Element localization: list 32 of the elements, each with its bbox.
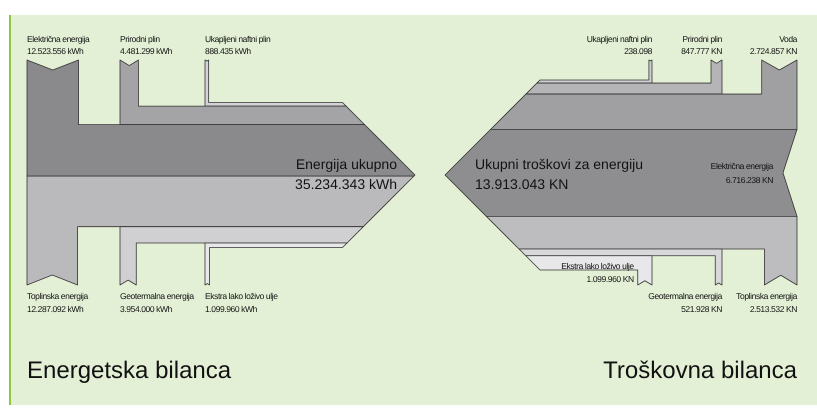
data-label: 1.099.960 kWh bbox=[205, 304, 258, 314]
data-label: 238.098 bbox=[624, 46, 653, 56]
data-label: 847.777 KN bbox=[681, 46, 722, 56]
category-label: Geotermalna energija bbox=[648, 291, 723, 301]
category-label: Električna energija bbox=[710, 160, 774, 171]
category-label: Voda bbox=[779, 34, 798, 44]
text: Ukupni troškovi za energiju bbox=[475, 156, 644, 172]
category-label: Prirodni plin bbox=[682, 34, 723, 44]
text: 13.913.043 KN bbox=[475, 176, 568, 192]
text: Energija ukupno bbox=[296, 156, 398, 172]
data-label: 4.481.299 kWh bbox=[120, 46, 173, 56]
category-label: Ukapljeni naftni plin bbox=[205, 34, 271, 44]
category-label: Toplinska energija bbox=[736, 291, 798, 301]
data-label: 521.928 KN bbox=[681, 304, 722, 314]
category-label: Ekstra lako loživo ulje bbox=[561, 261, 634, 271]
category-label: Električna energija bbox=[27, 34, 90, 44]
category-label: Prirodni plin bbox=[120, 34, 160, 44]
category-label: Ekstra lako loživo ulje bbox=[205, 291, 278, 301]
data-label: 12.287.092 kWh bbox=[27, 304, 84, 314]
category-label: Geotermalna energija bbox=[120, 291, 194, 301]
data-label: 2.513.532 KN bbox=[750, 304, 798, 314]
text: 35.234.343 kWh bbox=[295, 176, 397, 192]
data-label: 2.724.857 KN bbox=[750, 46, 798, 56]
data-label: 1.099.960 KN bbox=[586, 274, 634, 284]
category-label: Ukapljeni naftni plin bbox=[586, 34, 653, 44]
data-label: 3.954.000 kWh bbox=[120, 304, 173, 314]
data-label: 6.716.238 KN bbox=[726, 174, 774, 185]
category-label: Toplinska energija bbox=[27, 291, 89, 301]
text: Troškovna bilanca bbox=[603, 357, 798, 384]
data-label: 888.435 kWh bbox=[205, 46, 252, 56]
text: Energetska bilanca bbox=[27, 357, 232, 384]
data-label: 12.523.556 kWh bbox=[27, 46, 84, 56]
